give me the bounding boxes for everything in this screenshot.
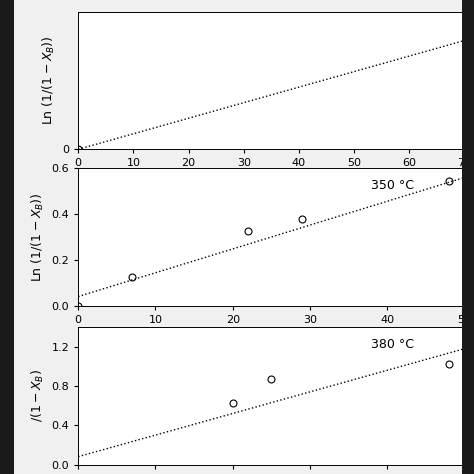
- Y-axis label: Ln $(1/(1-X_B))$: Ln $(1/(1-X_B))$: [30, 192, 46, 282]
- X-axis label: Time (hours): Time (hours): [232, 330, 311, 343]
- Y-axis label: Ln $(1/(1-X_B))$: Ln $(1/(1-X_B))$: [40, 36, 56, 126]
- Text: 350 °C: 350 °C: [371, 179, 414, 192]
- X-axis label: Time (hours): Time (hours): [232, 174, 311, 187]
- Text: 380 °C: 380 °C: [371, 338, 414, 351]
- Y-axis label: $/(1-X_B)$: $/(1-X_B)$: [30, 369, 46, 422]
